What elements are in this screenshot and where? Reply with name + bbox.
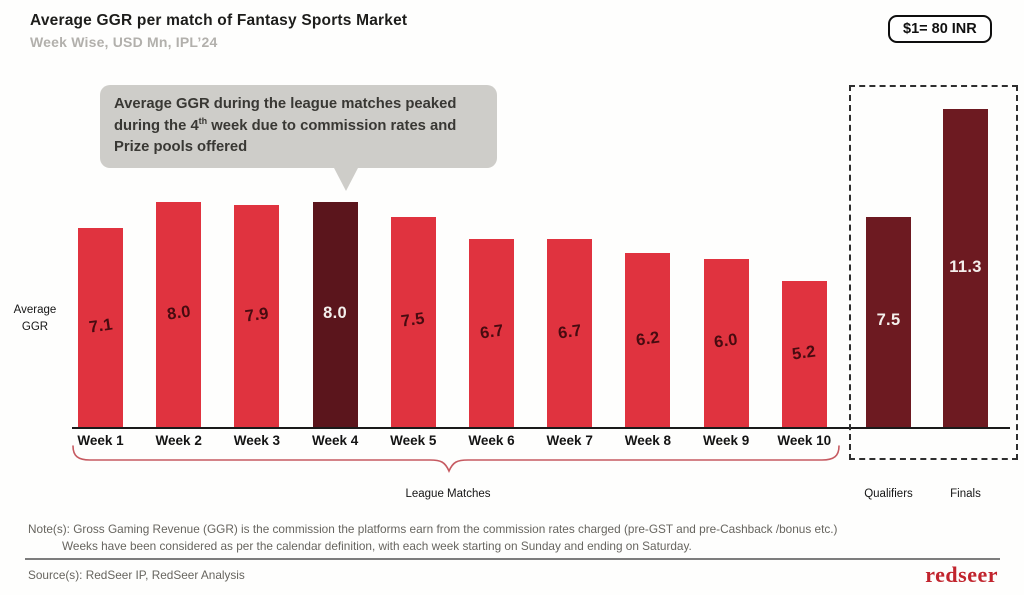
x-label-qualifiers: Qualifiers bbox=[864, 488, 913, 500]
x-label-week-3: Week 3 bbox=[233, 433, 281, 448]
source-text: Source(s): RedSeer IP, RedSeer Analysis bbox=[28, 568, 245, 582]
x-label-week-9: Week 9 bbox=[702, 433, 750, 448]
chart-header: Average GGR per match of Fantasy Sports … bbox=[30, 12, 407, 50]
x-label-week-2: Week 2 bbox=[155, 433, 202, 448]
exchange-rate-badge: $1= 80 INR bbox=[888, 15, 992, 43]
callout-annotation: Average GGR during the league matches pe… bbox=[100, 85, 497, 191]
bar-week-1 bbox=[78, 227, 123, 428]
x-label-week-6: Week 6 bbox=[468, 433, 515, 448]
x-label-finals: Finals bbox=[950, 488, 981, 500]
y-axis-label: Average GGR bbox=[13, 304, 57, 334]
bar-value-finals: 11.3 bbox=[949, 257, 982, 276]
bar-week-2 bbox=[156, 202, 202, 428]
chart-subtitle: Week Wise, USD Mn, IPL’24 bbox=[30, 34, 218, 50]
notes-block: Note(s): Gross Gaming Revenue (GGR) is t… bbox=[28, 521, 838, 554]
bar-week-10 bbox=[781, 281, 827, 428]
bar-week-9 bbox=[703, 258, 749, 428]
x-axis-line bbox=[72, 427, 1010, 429]
callout-text-before: Average GGR during the league matches pe… bbox=[114, 96, 457, 134]
bar-week-4 bbox=[312, 202, 358, 428]
x-label-week-8: Week 8 bbox=[624, 433, 672, 448]
x-label-week-1: Week 1 bbox=[77, 433, 124, 448]
bar-week-5 bbox=[390, 216, 436, 428]
bar-value-week-4: 8.0 bbox=[323, 304, 348, 323]
callout-tail-pointer bbox=[333, 165, 359, 191]
league-matches-label: League Matches bbox=[405, 488, 491, 500]
footer-divider bbox=[25, 558, 1000, 560]
note-line-1: Note(s): Gross Gaming Revenue (GGR) is t… bbox=[28, 522, 838, 536]
redseer-logo: redseer bbox=[925, 562, 998, 587]
note-line-2: Weeks have been considered as per the ca… bbox=[62, 538, 692, 553]
bar-week-8 bbox=[625, 253, 671, 428]
bar-week-7 bbox=[547, 239, 593, 428]
bar-qualifiers bbox=[866, 216, 911, 428]
bar-finals bbox=[943, 109, 988, 428]
callout-text-after: week due to commission rates and Prize p… bbox=[114, 117, 457, 155]
playoffs-highlight-box bbox=[849, 85, 1018, 460]
x-label-week-4: Week 4 bbox=[311, 433, 359, 448]
x-label-week-7: Week 7 bbox=[546, 433, 593, 448]
x-label-week-5: Week 5 bbox=[390, 433, 437, 448]
chart-title: Average GGR per match of Fantasy Sports … bbox=[30, 12, 408, 29]
x-label-week-10: Week 10 bbox=[777, 433, 832, 448]
bar-week-6 bbox=[469, 239, 514, 428]
callout-superscript: th bbox=[198, 116, 208, 126]
bar-week-3 bbox=[234, 205, 280, 428]
bar-value-qualifiers: 7.5 bbox=[876, 311, 901, 330]
